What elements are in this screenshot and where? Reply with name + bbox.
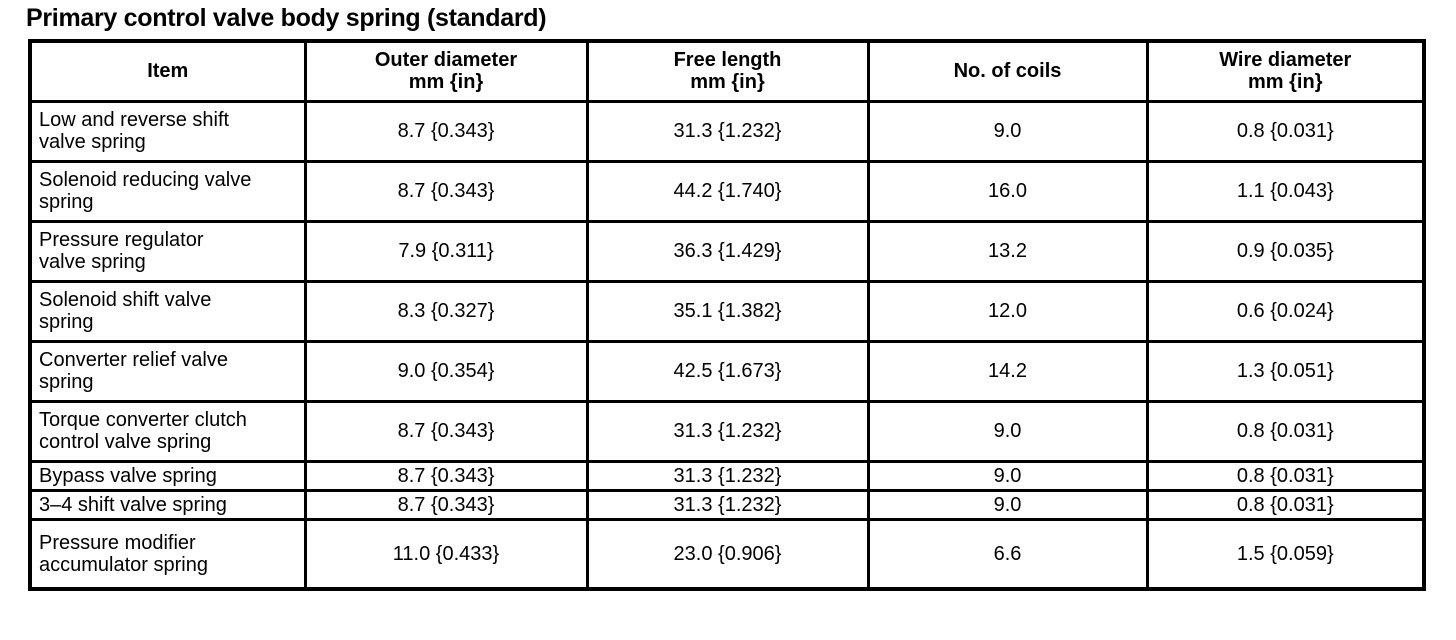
cell-item: Pressure modifier accumulator spring	[28, 517, 307, 591]
cell-outer-diameter: 8.7 {0.343}	[303, 459, 589, 492]
cell-no-of-coils: 9.0	[866, 488, 1149, 521]
cell-wire-diameter: 0.8 {0.031}	[1145, 459, 1426, 492]
cell-wire-diameter: 0.8 {0.031}	[1145, 99, 1426, 163]
cell-outer-diameter: 8.7 {0.343}	[303, 99, 589, 163]
table-header-row: Item Outer diameter mm {in} Free length …	[28, 39, 1426, 103]
cell-wire-diameter: 0.8 {0.031}	[1145, 399, 1426, 463]
cell-wire-diameter: 1.3 {0.051}	[1145, 339, 1426, 403]
column-header-no-of-coils: No. of coils	[866, 39, 1149, 103]
column-header-label: Item	[147, 60, 189, 83]
cell-free-length: 23.0 {0.906}	[585, 517, 870, 591]
cell-outer-diameter: 8.3 {0.327}	[303, 279, 589, 343]
cell-wire-diameter: 1.5 {0.059}	[1145, 517, 1426, 591]
spring-spec-table: Item Outer diameter mm {in} Free length …	[28, 39, 1426, 591]
cell-item: Low and reverse shift valve spring	[28, 99, 307, 163]
cell-free-length: 31.3 {1.232}	[585, 399, 870, 463]
column-header-unit: mm {in}	[690, 71, 765, 94]
column-header-outer-diameter: Outer diameter mm {in}	[303, 39, 589, 103]
cell-outer-diameter: 7.9 {0.311}	[303, 219, 589, 283]
column-header-wire-diameter: Wire diameter mm {in}	[1145, 39, 1426, 103]
cell-wire-diameter: 1.1 {0.043}	[1145, 159, 1426, 223]
cell-item: Converter relief valve spring	[28, 339, 307, 403]
column-header-label: No. of coils	[953, 60, 1062, 83]
cell-item: 3–4 shift valve spring	[28, 488, 307, 521]
cell-item: Torque converter clutch control valve sp…	[28, 399, 307, 463]
cell-no-of-coils: 16.0	[866, 159, 1149, 223]
column-header-label: Wire diameter	[1219, 49, 1352, 72]
cell-item: Solenoid shift valve spring	[28, 279, 307, 343]
table-row: Solenoid reducing valve spring 8.7 {0.34…	[28, 159, 1426, 223]
column-header-item: Item	[28, 39, 307, 103]
table-row: 3–4 shift valve spring 8.7 {0.343} 31.3 …	[28, 488, 1426, 521]
column-header-unit: mm {in}	[1248, 71, 1323, 94]
table-row: Torque converter clutch control valve sp…	[28, 399, 1426, 463]
cell-item: Solenoid reducing valve spring	[28, 159, 307, 223]
cell-free-length: 31.3 {1.232}	[585, 99, 870, 163]
table-row: Pressure modifier accumulator spring 11.…	[28, 517, 1426, 591]
table-row: Low and reverse shift valve spring 8.7 {…	[28, 99, 1426, 163]
cell-free-length: 44.2 {1.740}	[585, 159, 870, 223]
table-row: Bypass valve spring 8.7 {0.343} 31.3 {1.…	[28, 459, 1426, 492]
cell-free-length: 31.3 {1.232}	[585, 488, 870, 521]
cell-no-of-coils: 9.0	[866, 99, 1149, 163]
column-header-label: Outer diameter	[374, 49, 518, 72]
cell-wire-diameter: 0.8 {0.031}	[1145, 488, 1426, 521]
cell-item: Pressure regulator valve spring	[28, 219, 307, 283]
table-row: Pressure regulator valve spring 7.9 {0.3…	[28, 219, 1426, 283]
cell-no-of-coils: 9.0	[866, 399, 1149, 463]
cell-no-of-coils: 9.0	[866, 459, 1149, 492]
table-row: Converter relief valve spring 9.0 {0.354…	[28, 339, 1426, 403]
cell-no-of-coils: 6.6	[866, 517, 1149, 591]
cell-no-of-coils: 14.2	[866, 339, 1149, 403]
cell-outer-diameter: 9.0 {0.354}	[303, 339, 589, 403]
cell-outer-diameter: 8.7 {0.343}	[303, 399, 589, 463]
cell-free-length: 35.1 {1.382}	[585, 279, 870, 343]
cell-no-of-coils: 12.0	[866, 279, 1149, 343]
page-title: Primary control valve body spring (stand…	[26, 4, 547, 32]
column-header-free-length: Free length mm {in}	[585, 39, 870, 103]
cell-no-of-coils: 13.2	[866, 219, 1149, 283]
table-row: Solenoid shift valve spring 8.3 {0.327} …	[28, 279, 1426, 343]
cell-outer-diameter: 8.7 {0.343}	[303, 488, 589, 521]
cell-wire-diameter: 0.9 {0.035}	[1145, 219, 1426, 283]
cell-wire-diameter: 0.6 {0.024}	[1145, 279, 1426, 343]
cell-free-length: 42.5 {1.673}	[585, 339, 870, 403]
cell-free-length: 36.3 {1.429}	[585, 219, 870, 283]
cell-free-length: 31.3 {1.232}	[585, 459, 870, 492]
column-header-label: Free length	[673, 49, 782, 72]
cell-outer-diameter: 8.7 {0.343}	[303, 159, 589, 223]
cell-item: Bypass valve spring	[28, 459, 307, 492]
cell-outer-diameter: 11.0 {0.433}	[303, 517, 589, 591]
column-header-unit: mm {in}	[408, 71, 484, 94]
